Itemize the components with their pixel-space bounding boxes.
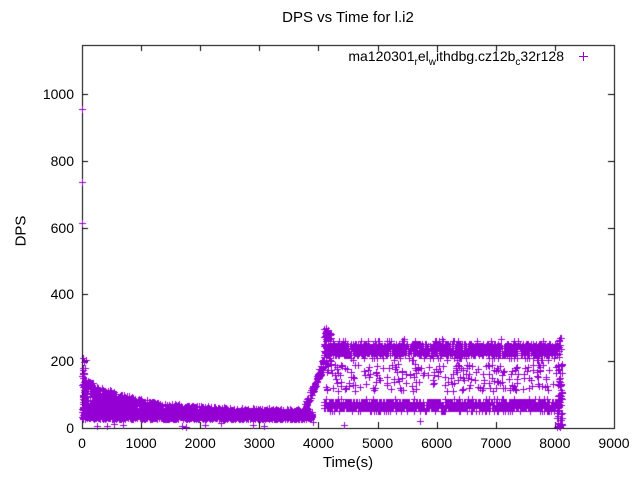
- x-tick-label: 2000: [184, 435, 216, 451]
- legend: ma120301relwithdbg.cz12bc32r128: [348, 47, 588, 68]
- x-tick-label: 0: [78, 435, 86, 451]
- legend-label-text: 32r128: [520, 48, 564, 64]
- x-tick-label: 5000: [361, 435, 394, 451]
- x-axis-label: Time(s): [322, 454, 374, 471]
- y-tick-label: 0: [66, 420, 74, 436]
- legend-label-subscript: r: [414, 57, 418, 68]
- legend-series-label: ma120301relwithdbg.cz12bc32r128: [348, 48, 564, 68]
- chart-title: DPS vs Time for l.i2: [282, 9, 414, 26]
- x-tick-label: 7000: [480, 435, 512, 451]
- legend-label-text: ma120301: [348, 48, 415, 64]
- y-tick-label: 400: [50, 286, 74, 303]
- legend-label-text: ithdbg.cz12b: [436, 48, 516, 64]
- plus-marker-icon: [579, 51, 588, 61]
- x-tick-label: 6000: [421, 435, 453, 451]
- x-tick-label: 1000: [125, 435, 157, 451]
- y-tick-label: 1000: [42, 86, 74, 103]
- legend-label-subscript: w: [428, 57, 436, 68]
- x-tick-label: 4000: [302, 435, 335, 451]
- x-tick-label: 8000: [539, 435, 571, 451]
- legend-label-subscript: c: [515, 57, 521, 68]
- y-tick-label: 200: [50, 353, 74, 370]
- x-tick-label: 3000: [243, 435, 275, 451]
- y-tick-label: 800: [50, 152, 74, 169]
- x-tick-label: 9000: [598, 435, 630, 451]
- legend-label-text: el: [417, 48, 429, 64]
- y-tick-label: 600: [50, 219, 74, 236]
